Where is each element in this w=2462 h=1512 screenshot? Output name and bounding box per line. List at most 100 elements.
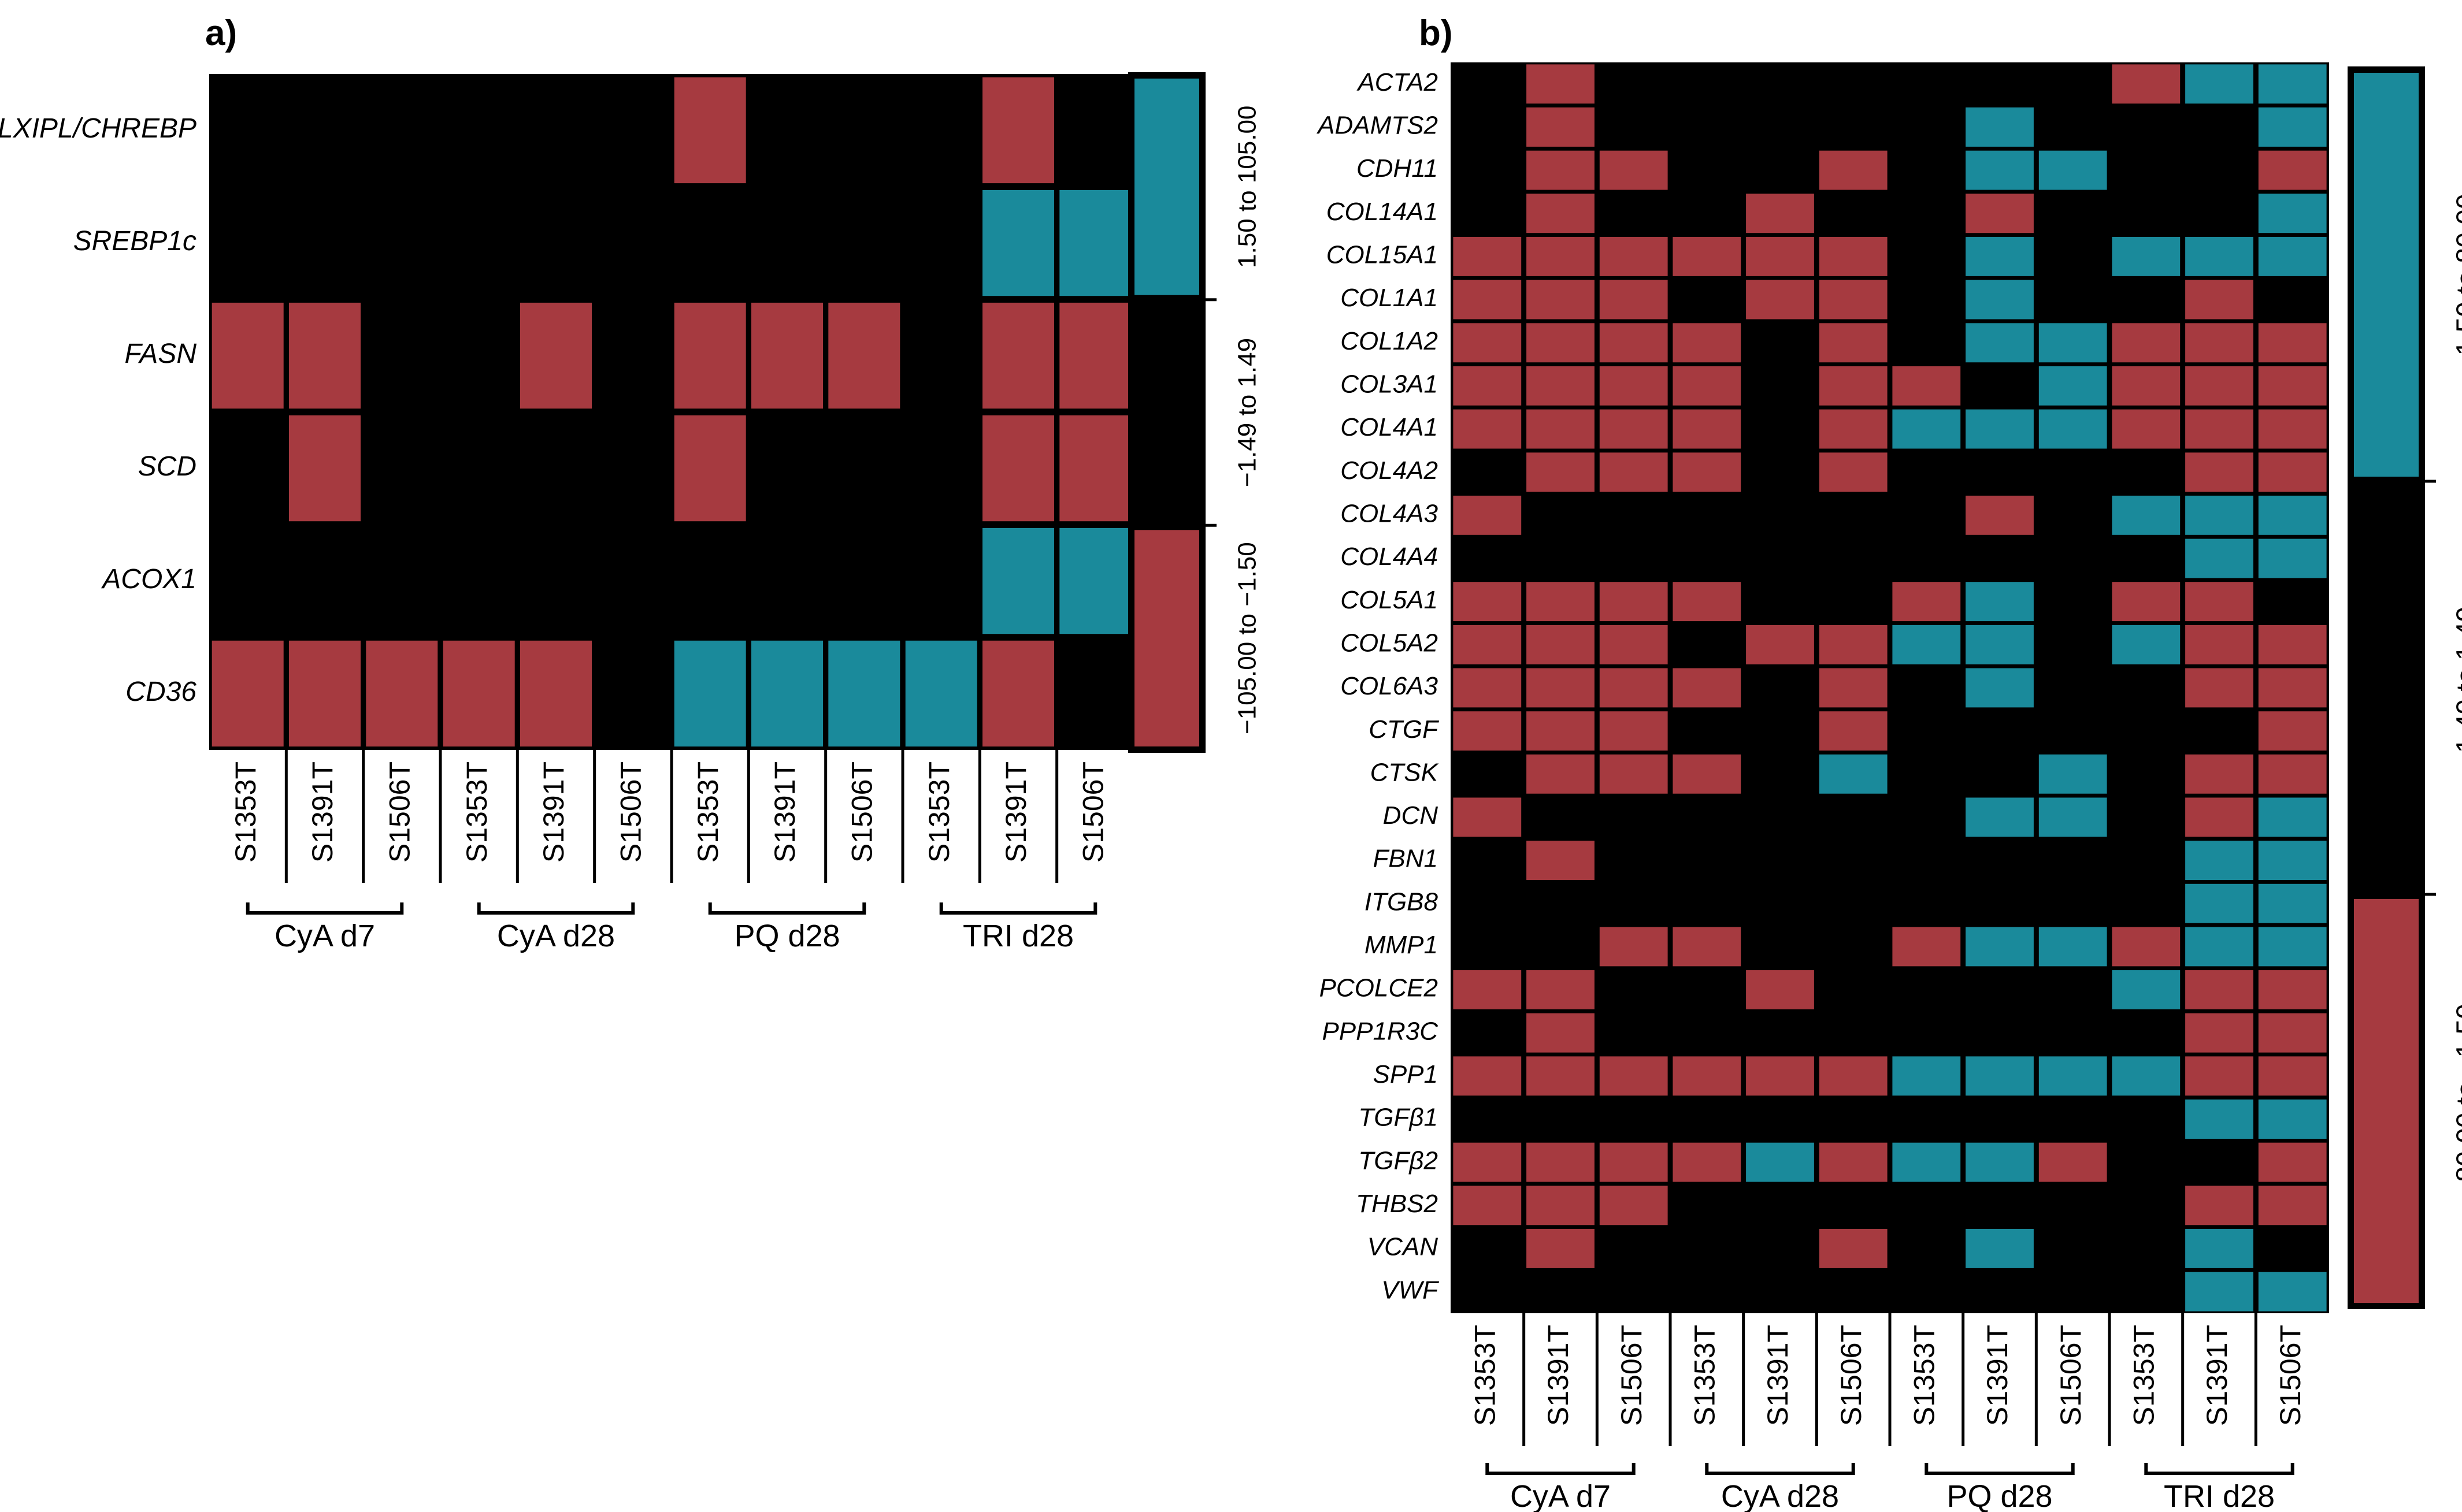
row-label: COL4A1 xyxy=(1340,413,1438,441)
heatmap-cell xyxy=(828,302,900,409)
heatmap-cell xyxy=(1526,323,1595,363)
heatmap-cell xyxy=(212,302,284,409)
heatmap-cell xyxy=(1966,495,2034,535)
heatmap-cell xyxy=(2258,495,2327,535)
heatmap-cell xyxy=(2112,495,2181,535)
colorbar-segment xyxy=(2354,73,2419,477)
heatmap-cell xyxy=(1673,452,1741,492)
row-label: MMP1 xyxy=(1365,931,1438,959)
heatmap-cell xyxy=(1599,754,1668,794)
row-label: PCOLCE2 xyxy=(1319,974,1438,1002)
row-label: MLXIPL/CHREBP xyxy=(0,113,196,144)
heatmap-cell xyxy=(1966,1229,2034,1268)
row-label: TGFβ2 xyxy=(1358,1146,1438,1175)
heatmap-cell xyxy=(982,415,1054,522)
heatmap-cell xyxy=(1966,150,2034,190)
heatmap-cell xyxy=(2185,538,2253,578)
colorbar-segment xyxy=(1134,79,1199,295)
heatmap-cell xyxy=(982,302,1054,409)
group-label: CyA d7 xyxy=(275,919,375,953)
heatmap-cell xyxy=(2112,323,2181,363)
heatmap-cell xyxy=(2258,754,2327,794)
panel-b-cells xyxy=(1453,64,2327,1312)
heatmap-cell xyxy=(982,190,1054,296)
heatmap-cell xyxy=(1453,366,1522,406)
heatmap-cell xyxy=(1966,280,2034,320)
heatmap-cell xyxy=(1453,1142,1522,1182)
heatmap-cell xyxy=(2185,280,2253,320)
row-label: COL14A1 xyxy=(1326,198,1438,226)
row-label: CD36 xyxy=(125,677,196,707)
heatmap-cell xyxy=(1526,237,1595,276)
heatmap-cell xyxy=(1453,625,1522,664)
heatmap-cell xyxy=(289,640,361,747)
heatmap-cell xyxy=(2112,409,2181,449)
column-label: S1506T xyxy=(1615,1325,1648,1426)
heatmap-cell xyxy=(2185,323,2253,363)
heatmap-cell xyxy=(1453,970,1522,1009)
heatmap-cell xyxy=(2185,927,2253,967)
heatmap-cell xyxy=(2258,237,2327,276)
heatmap-cell xyxy=(1526,1229,1595,1268)
heatmap-cell xyxy=(1599,409,1668,449)
heatmap-cell xyxy=(1966,323,2034,363)
row-label: ACOX1 xyxy=(101,564,196,595)
heatmap-cell xyxy=(1526,107,1595,147)
heatmap-cell xyxy=(1746,1056,1814,1096)
heatmap-cell xyxy=(1966,582,2034,622)
heatmap-cell xyxy=(674,77,746,184)
heatmap-cell xyxy=(2185,841,2253,881)
heatmap-cell xyxy=(2258,1099,2327,1139)
heatmap-cell xyxy=(1819,409,1888,449)
colorbar-segment xyxy=(2354,899,2419,1303)
heatmap-cell xyxy=(2258,150,2327,190)
heatmap-cell xyxy=(1453,711,1522,751)
heatmap-cell xyxy=(1819,1229,1888,1268)
heatmap-cell xyxy=(2038,797,2107,837)
heatmap-cell xyxy=(2112,366,2181,406)
heatmap-cell xyxy=(1526,64,1595,104)
group-label: TRI d28 xyxy=(2164,1479,2275,1512)
heatmap-cell xyxy=(2185,495,2253,535)
row-label: THBS2 xyxy=(1356,1190,1438,1218)
column-label: S1391T xyxy=(1981,1325,2014,1426)
column-label: S1391T xyxy=(2201,1325,2233,1426)
heatmap-cell xyxy=(1746,625,1814,664)
group-label: CyA d7 xyxy=(1510,1479,1611,1512)
group-bracket xyxy=(939,902,1097,915)
column-label: S1353T xyxy=(1689,1325,1721,1426)
heatmap-cell xyxy=(1819,280,1888,320)
heatmap-cell xyxy=(2258,323,2327,363)
column-label: S1391T xyxy=(769,761,801,863)
row-label: COL6A3 xyxy=(1340,672,1438,700)
heatmap-cell xyxy=(1892,1056,1961,1096)
heatmap-cell xyxy=(1819,1142,1888,1182)
colorbar-segment xyxy=(1134,530,1199,746)
row-label: SREBP1c xyxy=(73,226,196,257)
row-label: VCAN xyxy=(1367,1233,1438,1261)
heatmap-cell xyxy=(1966,107,2034,147)
heatmap-cell xyxy=(1966,927,2034,967)
heatmap-cell xyxy=(2038,323,2107,363)
heatmap-cell xyxy=(2112,625,2181,664)
heatmap-cell xyxy=(2185,1229,2253,1268)
group-bracket xyxy=(708,902,866,915)
heatmap-cell xyxy=(905,640,977,747)
heatmap-cell xyxy=(2258,711,2327,751)
heatmap-cell xyxy=(1819,711,1888,751)
row-label: COL4A4 xyxy=(1340,543,1438,571)
heatmap-cell xyxy=(1526,280,1595,320)
heatmap-cell xyxy=(366,640,438,747)
heatmap-cell xyxy=(2258,64,2327,104)
panel-a: a) MLXIPL/CHREBPSREBP1cFASNSCDACOX1CD36 … xyxy=(0,13,1262,953)
heatmap-cell xyxy=(1599,582,1668,622)
heatmap-cell xyxy=(1673,409,1741,449)
heatmap-cell xyxy=(1526,194,1595,233)
heatmap-cell xyxy=(1526,1056,1595,1096)
colorbar-label: 1.50 to 80.00 xyxy=(2452,194,2462,355)
heatmap-cell xyxy=(1746,280,1814,320)
heatmap-cell xyxy=(1599,1186,1668,1225)
row-label: COL3A1 xyxy=(1340,370,1438,399)
heatmap-cell xyxy=(1819,237,1888,276)
row-label: SPP1 xyxy=(1373,1060,1438,1089)
